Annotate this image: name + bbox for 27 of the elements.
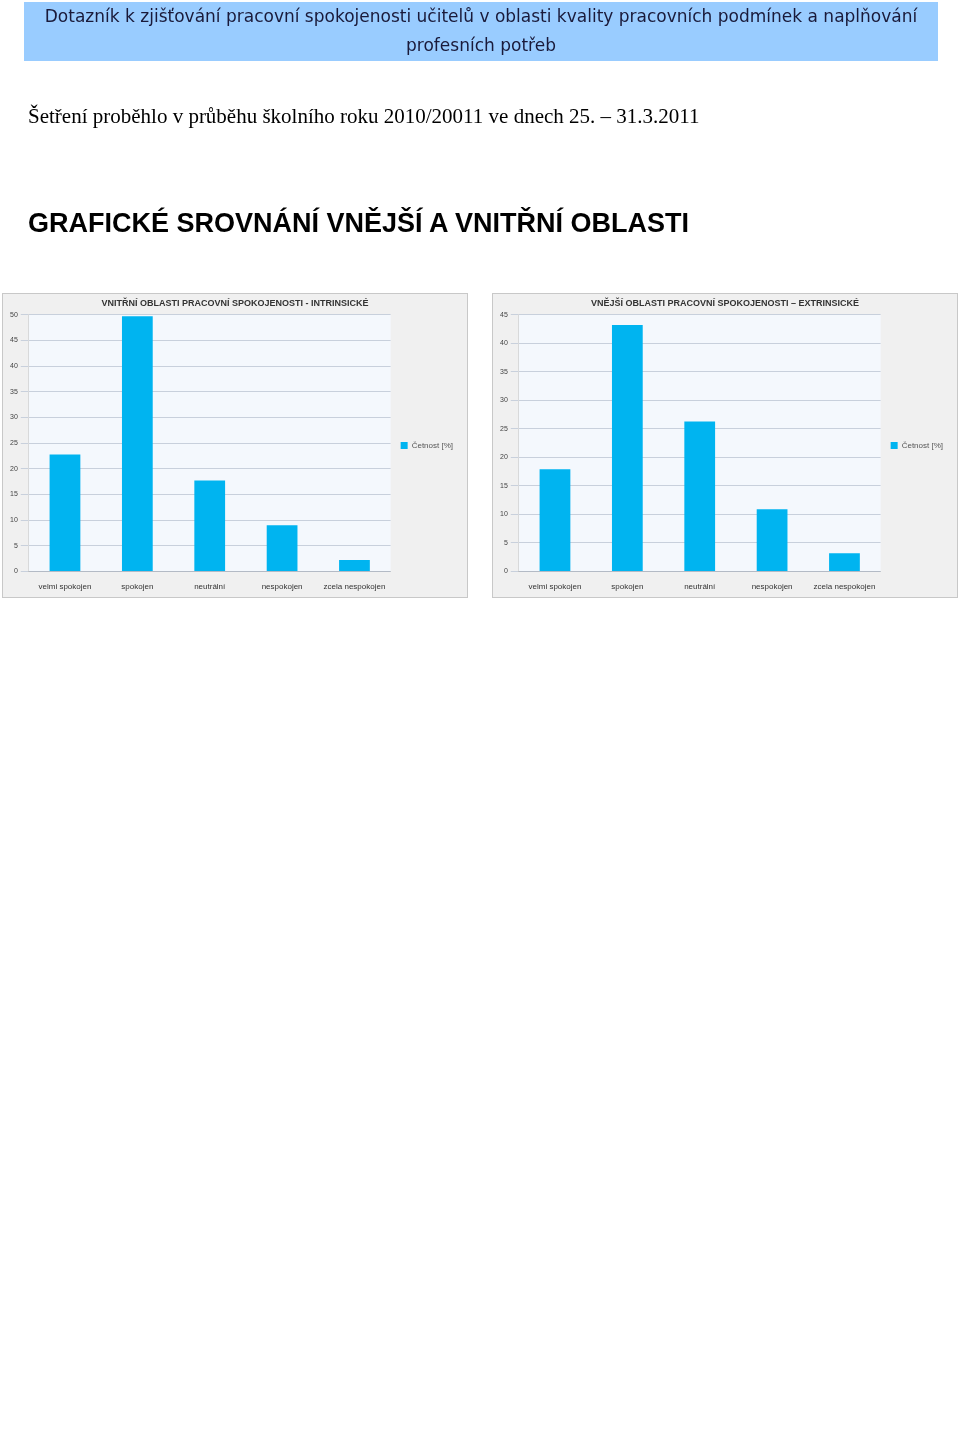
bar xyxy=(121,316,153,571)
bar xyxy=(756,509,788,571)
bar xyxy=(684,421,716,571)
bar xyxy=(194,480,226,571)
x-tick-label: nespokojen xyxy=(261,582,303,592)
bar xyxy=(539,469,571,571)
x-tick-label: zcela nespokojen xyxy=(813,582,876,592)
x-tick-label: spokojen xyxy=(121,582,154,592)
x-tick-label: velmi spokojen xyxy=(38,582,92,592)
x-tick-label: neutrální xyxy=(194,582,227,592)
bar xyxy=(339,560,370,571)
text: GRAFICKÉ SROVNÁNÍ VNĚJŠÍ A VNITŘNÍ OBLASTI xyxy=(28,208,690,239)
legend-label: Četnost [%] xyxy=(411,440,454,450)
chart-title: VNĚJŠÍ OBLASTI PRACOVNÍ SPOKOJENOSTI – EXTRINSICKÉ xyxy=(590,296,860,308)
x-tick-label: zcela nespokojen xyxy=(323,582,386,592)
x-tick-label: nespokojen xyxy=(751,582,793,592)
x-tick-label: neutrální xyxy=(684,582,717,592)
x-tick-label: spokojen xyxy=(611,582,644,592)
text: Šetření proběhlo v průběhu školního roku 2010/20011 ve dnech 25. – 31.3.2011 xyxy=(28,104,700,129)
x-tick-label: velmi spokojen xyxy=(528,582,582,592)
bar xyxy=(829,553,860,571)
chart-title: VNITŘNÍ OBLASTI PRACOVNÍ SPOKOJENOSTI - INTRINSICKÉ xyxy=(101,296,369,308)
bar xyxy=(49,454,81,571)
bar xyxy=(611,325,643,571)
legend-label: Četnost [%] xyxy=(901,440,944,450)
bar xyxy=(266,525,298,571)
text: Dotazník k zjišťování pracovní spokojenosti učitelů v oblasti kvality pracovních podmínek a naplňování profesních potřeb xyxy=(24,2,938,61)
